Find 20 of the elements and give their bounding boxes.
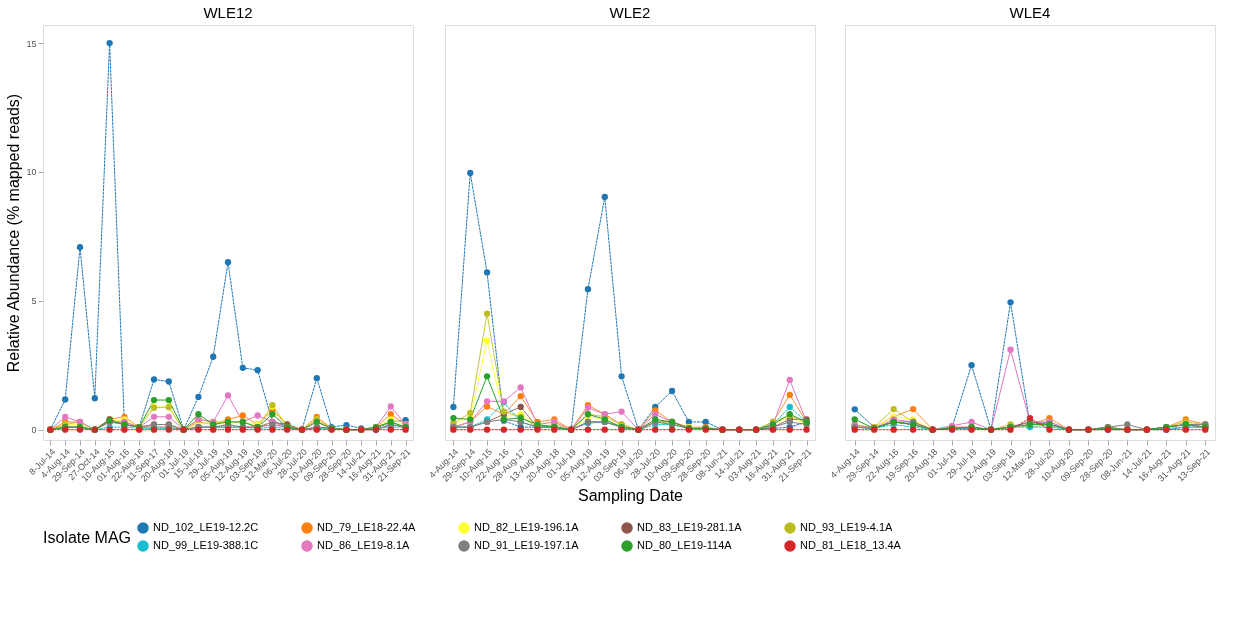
y-tick-label: 15 [26,38,37,49]
y-axis-title: Relative Abundance (% mapped reads) [5,93,23,373]
legend-label: ND_82_LE19-196.1A [474,521,580,533]
y-tick-label: 10 [26,167,37,178]
y-tick-label: 5 [31,296,37,307]
legend-label: ND_79_LE18-22.4A [317,521,417,533]
legend-label: ND_81_LE18_13.4A [800,539,902,551]
legend-label: ND_91_LE19-197.1A [474,539,580,551]
chart-title: WLE2 [609,4,651,21]
legend-label: ND_80_LE19-114A [637,539,733,551]
chart-title: WLE4 [1009,4,1051,21]
y-tick-label: 0 [31,425,37,436]
legend-label: ND_83_LE19-281.1A [637,521,743,533]
legend-label: ND_86_LE19-8.1A [317,539,410,551]
chart-title: WLE12 [203,4,253,21]
x-axis-title: Sampling Date [578,486,684,504]
legend-title: Isolate MAG [43,529,132,546]
legend-label: ND_93_LE19-4.1A [800,521,893,533]
legend-label: ND_102_LE19-12.2C [153,521,259,533]
legend-label: ND_99_LE19-388.1C [153,539,259,551]
